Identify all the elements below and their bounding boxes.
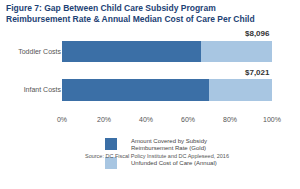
svg-text:Infant Costs: Infant Costs [24, 86, 62, 93]
svg-text:Amount Covered by SubsidyReimb: Amount Covered by SubsidyReimbursement R… [131, 138, 207, 152]
svg-text:Figure 7: Gap Between Child Ca: Figure 7: Gap Between Child Care Subsidy… [6, 3, 255, 24]
svg-text:60%: 60% [181, 116, 195, 123]
svg-text:0%: 0% [57, 116, 67, 123]
svg-text:40%: 40% [139, 116, 153, 123]
svg-text:Source: DC Fiscal Policy Insti: Source: DC Fiscal Policy Institute and D… [85, 153, 229, 159]
svg-text:$8,096: $8,096 [245, 29, 270, 38]
svg-text:100%: 100% [263, 116, 281, 123]
svg-text:80%: 80% [223, 116, 237, 123]
svg-text:Toddler Costs: Toddler Costs [18, 48, 61, 55]
svg-text:Unfunded Cost of Care (Annual): Unfunded Cost of Care (Annual) [131, 160, 217, 166]
svg-text:$7,021: $7,021 [245, 68, 270, 77]
svg-text:20%: 20% [97, 116, 111, 123]
